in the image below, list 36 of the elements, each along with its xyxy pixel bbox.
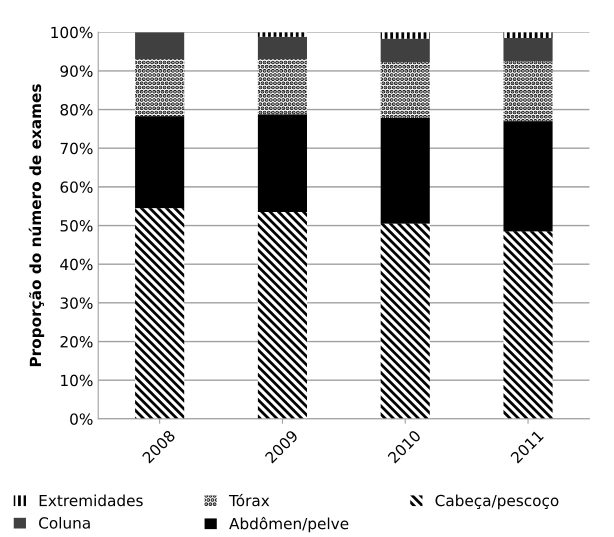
y-tick-label: 0%	[70, 413, 93, 425]
y-tick-label: 80%	[60, 104, 93, 116]
y-tick-label: 20%	[60, 336, 93, 348]
y-tick-label: 30%	[60, 297, 93, 309]
y-tick-label: 40%	[60, 258, 93, 270]
bar	[503, 121, 553, 232]
bar	[503, 38, 553, 62]
bar	[258, 59, 307, 114]
legend-label: Cabeça/pescoço	[436, 494, 558, 510]
y-tick-label: 60%	[60, 181, 93, 193]
bar	[380, 38, 430, 62]
bar	[258, 114, 307, 212]
bar	[503, 231, 553, 419]
bar	[135, 208, 184, 419]
bar	[135, 32, 184, 60]
bar	[258, 36, 307, 60]
y-axis-title: Proporção do número de exames	[28, 84, 44, 366]
y-tick-label: 100%	[51, 26, 93, 38]
bar	[380, 62, 430, 118]
bar	[503, 32, 553, 38]
bar	[380, 224, 430, 419]
bar	[380, 118, 430, 224]
bar	[135, 116, 184, 208]
legend-label: Coluna	[39, 516, 90, 529]
y-tick-label: 70%	[60, 142, 93, 154]
bar	[258, 32, 307, 37]
legend-label: Extremidades	[40, 494, 143, 506]
y-tick-label: 90%	[60, 65, 93, 77]
bar	[135, 59, 184, 116]
bar	[503, 61, 553, 122]
legend-label: Abdômen/pelve	[229, 516, 348, 532]
y-tick-label: 50%	[60, 220, 93, 232]
bar	[258, 212, 307, 419]
legend-label: Tórax	[228, 494, 270, 506]
bar	[380, 32, 430, 39]
y-tick-label: 10%	[61, 374, 93, 386]
